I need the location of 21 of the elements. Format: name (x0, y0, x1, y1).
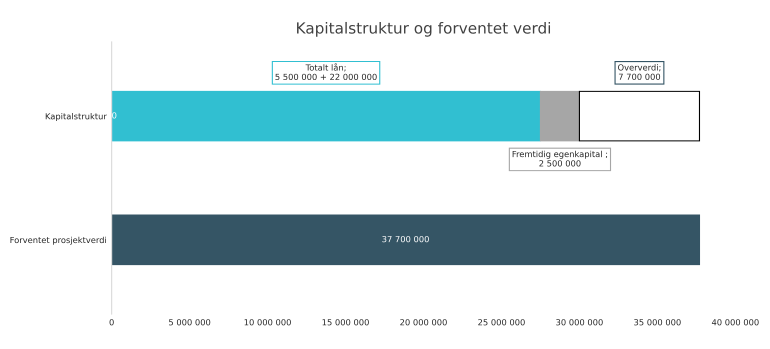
data-label: 37 700 000 (382, 236, 429, 242)
x-tick-label: 5 000 000 (169, 319, 210, 326)
chart-title: Kapitalstruktur og forventet verdi (297, 22, 550, 37)
bar (578, 90, 700, 142)
x-tick-label: 15 000 000 (322, 319, 369, 326)
x-tick-label: 25 000 000 (478, 319, 525, 326)
y-tick-label: Kapitalstruktur (46, 112, 107, 122)
x-tick-label: 20 000 000 (400, 319, 447, 326)
bar (540, 90, 580, 142)
bar (112, 214, 700, 266)
x-tick-label: 10 000 000 (244, 319, 291, 326)
x-tick-label: 0 (110, 319, 114, 326)
annotation: Fremtidig egenkapital ; 2 500 000 (512, 150, 608, 167)
x-tick-label: 35 000 000 (634, 319, 681, 326)
x-tick-label: 30 000 000 (556, 319, 603, 326)
data-label: 0 (112, 112, 116, 119)
x-tick-label: 40 000 000 (712, 319, 759, 326)
annotation: Totalt lån; 5 500 000 + 22 000 000 (275, 63, 377, 80)
bar (112, 90, 541, 142)
annotation: Oververdi; 7 700 000 (618, 64, 660, 80)
y-tick-label: Forventet prosjektverdi (10, 236, 106, 245)
